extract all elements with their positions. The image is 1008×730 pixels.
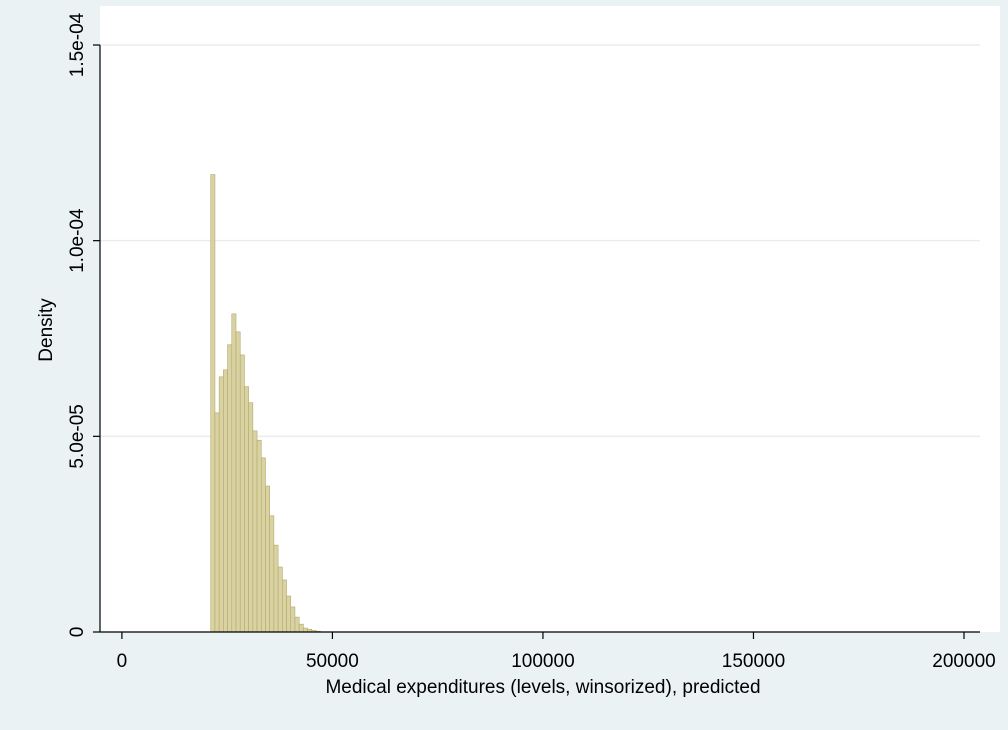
bar <box>286 595 292 633</box>
y-tick-label: 1.5e-04 <box>67 12 88 77</box>
bar <box>231 313 237 633</box>
bar <box>223 369 228 633</box>
y-tick-label: 1.0e-04 <box>67 208 88 273</box>
bar <box>227 344 233 633</box>
x-tick-label: 200000 <box>932 651 995 672</box>
bar <box>239 354 245 633</box>
bar <box>218 376 224 633</box>
bar <box>282 579 287 633</box>
bar <box>269 515 275 633</box>
bar <box>265 485 270 633</box>
x-axis-title: Medical expenditures (levels, winsorized… <box>325 677 760 698</box>
bar <box>277 566 283 633</box>
bar <box>298 623 304 633</box>
bar <box>290 606 296 633</box>
bar <box>252 430 258 633</box>
bar <box>235 331 241 633</box>
bar <box>244 386 249 633</box>
bar <box>256 439 262 633</box>
y-tick-label: 5.0e-05 <box>67 404 88 468</box>
x-tick-label: 150000 <box>722 651 785 672</box>
y-tick-label: 0 <box>67 627 88 638</box>
x-tick-label: 0 <box>117 651 128 672</box>
bar <box>294 616 300 633</box>
x-tick-label: 100000 <box>511 651 574 672</box>
bar <box>273 544 279 633</box>
x-tick-label: 50000 <box>306 651 359 672</box>
bar <box>248 402 254 633</box>
bar <box>260 457 266 633</box>
bar <box>214 412 220 633</box>
bar <box>210 174 216 633</box>
y-axis-title: Density <box>36 298 57 362</box>
